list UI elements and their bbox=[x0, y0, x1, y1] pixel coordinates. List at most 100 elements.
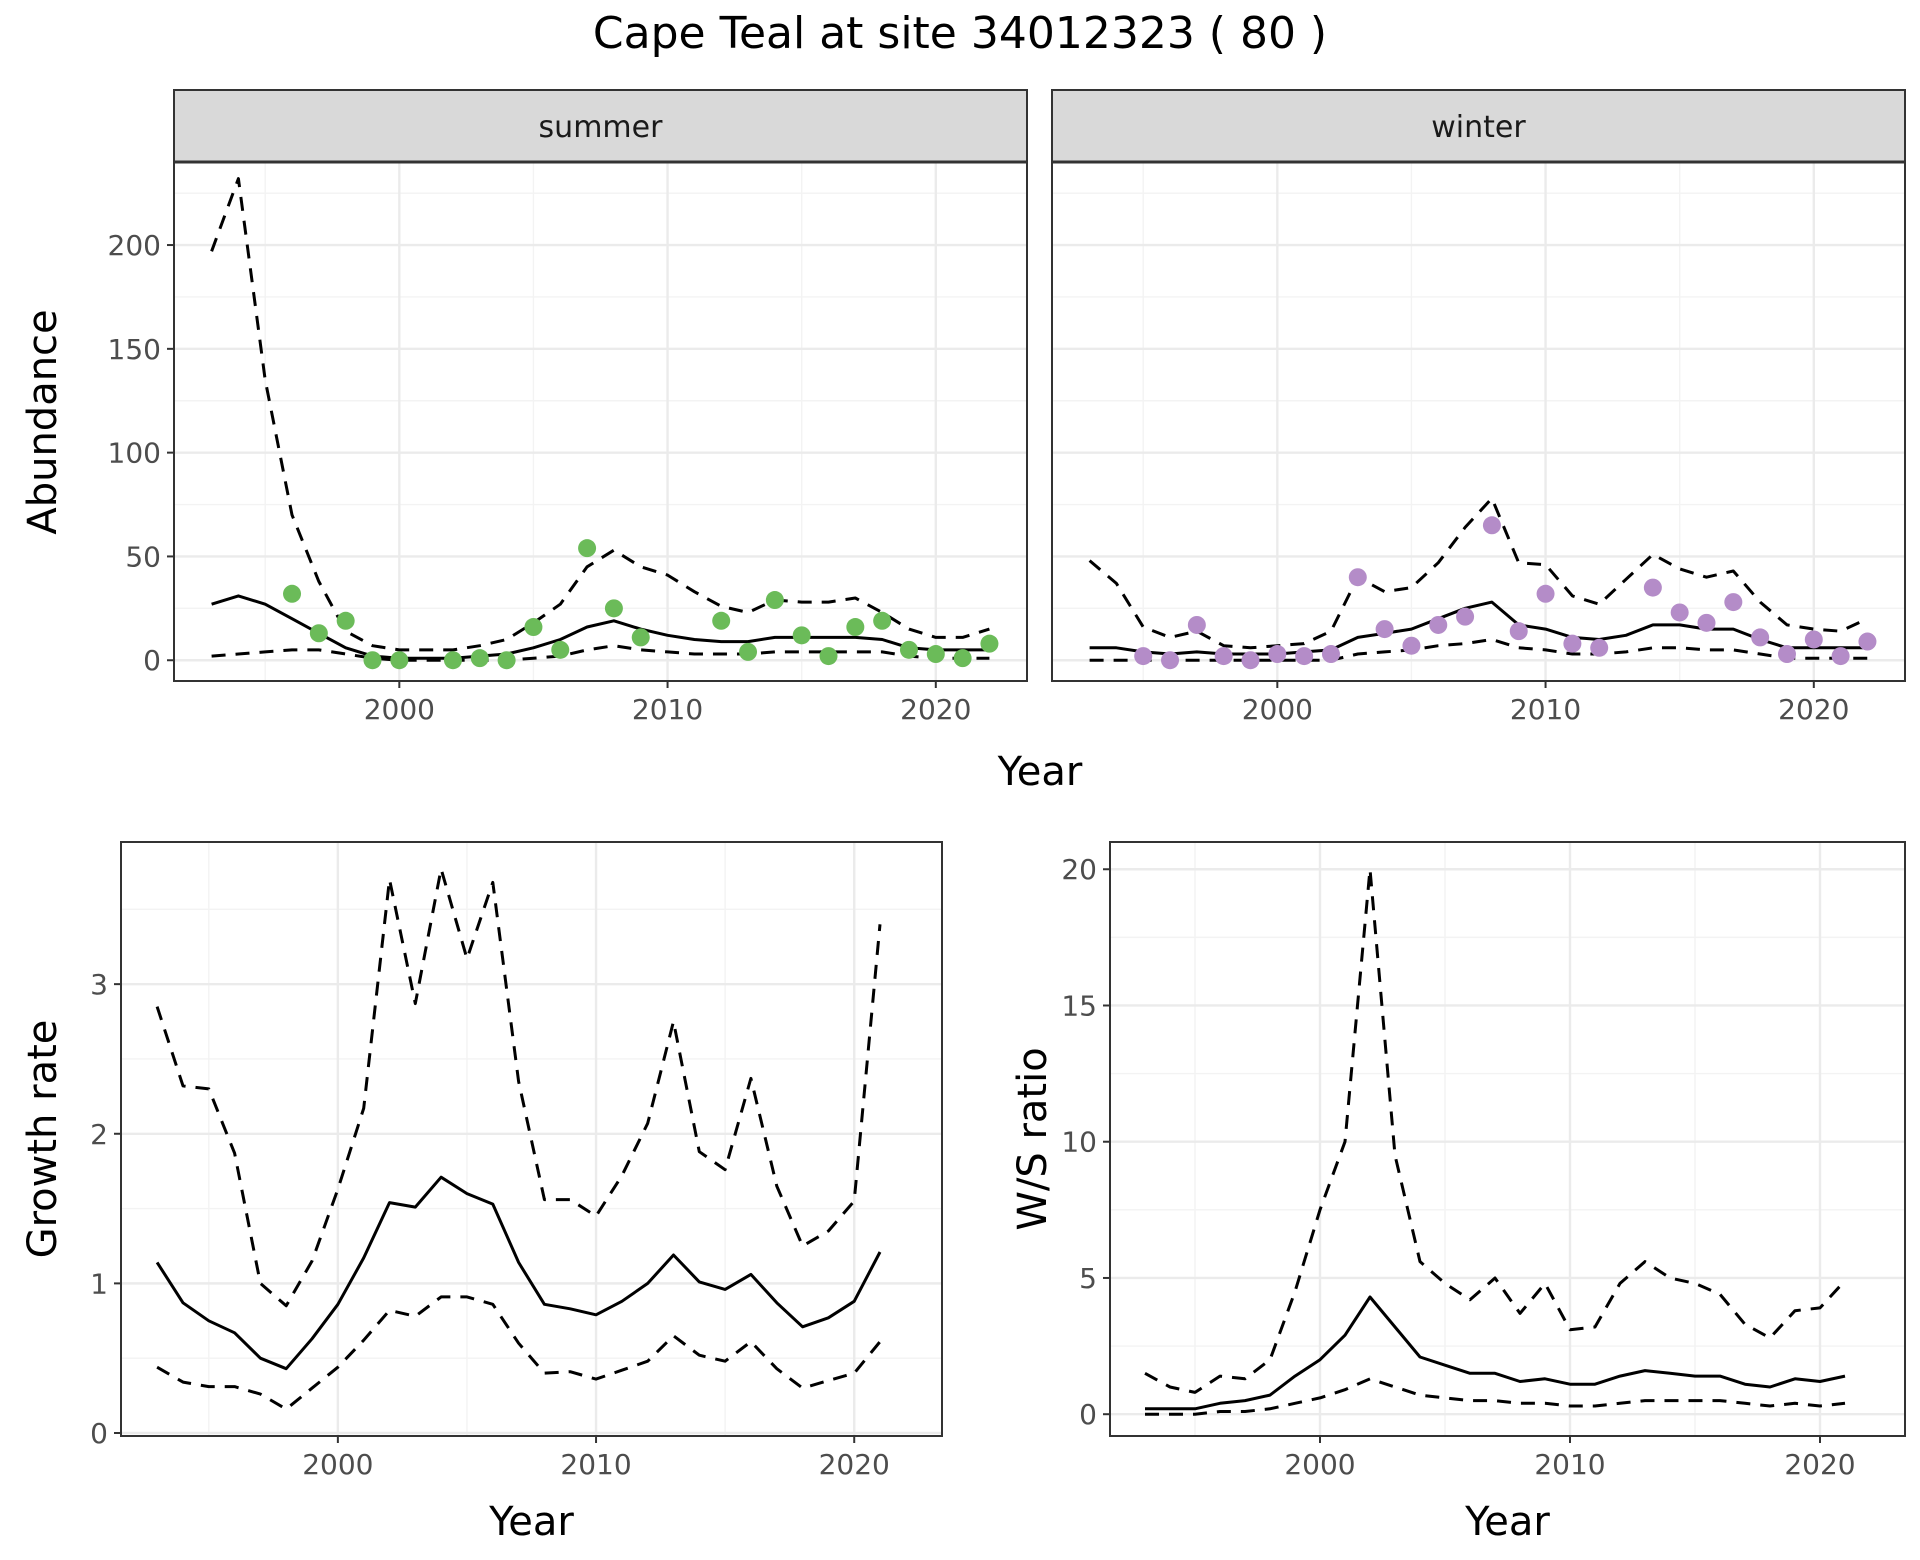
ws-ratio-y-axis-title: W/S ratio bbox=[1010, 1047, 1056, 1230]
abundance-summer-observed-point bbox=[390, 651, 409, 670]
abundance-y-axis-title: Abundance bbox=[20, 309, 66, 534]
abundance-summer-observed-point bbox=[712, 611, 731, 630]
abundance-summer-observed-point bbox=[283, 584, 302, 603]
abundance-summer-observed-point bbox=[631, 628, 650, 647]
abundance-winter-observed-point bbox=[1241, 651, 1260, 670]
abundance-summer-y-tick-label: 50 bbox=[125, 540, 161, 573]
abundance-winter-panel: 2000 2010 2020 bbox=[1051, 161, 1906, 726]
abundance-winter-observed-point bbox=[1670, 603, 1689, 622]
abundance-summer-strip bbox=[173, 89, 1028, 163]
ws-ratio-panel-border bbox=[1109, 841, 1906, 1437]
abundance-summer-observed-point bbox=[899, 640, 918, 659]
abundance-summer-y-tick-label: 200 bbox=[108, 229, 161, 262]
abundance-summer-observed-point bbox=[873, 611, 892, 630]
abundance-summer-y-tick-label: 150 bbox=[108, 333, 161, 366]
abundance-winter-observed-point bbox=[1214, 647, 1233, 666]
abundance-summer-observed-point bbox=[980, 634, 999, 653]
abundance-winter-observed-point bbox=[1509, 622, 1528, 641]
abundance-winter-observed-point bbox=[1375, 620, 1394, 639]
ws-ratio-panel: 2000 2010 2020 0 5 10 15 20 bbox=[1061, 841, 1906, 1481]
abundance-summer-y-tick-label: 100 bbox=[108, 437, 161, 470]
abundance-summer-upper-ci-line bbox=[210, 177, 990, 652]
abundance-summer-observed-point bbox=[765, 591, 784, 610]
ws-ratio-x-axis-title: Year bbox=[1464, 1499, 1550, 1545]
abundance-summer-observed-point bbox=[336, 611, 355, 630]
abundance-winter-observed-point bbox=[1348, 568, 1367, 587]
growth-upper-ci-line bbox=[155, 867, 882, 1308]
abundance-winter-strip-label: winter bbox=[1431, 110, 1526, 145]
abundance-winter-observed-point bbox=[1429, 615, 1448, 634]
growth-y-tick-label: 1 bbox=[90, 1267, 108, 1300]
abundance-summer-x-tick-label: 2000 bbox=[364, 693, 435, 726]
abundance-winter-x-tick-label: 2000 bbox=[1242, 693, 1313, 726]
abundance-summer-panel: 2000 2010 2020 0 50 100 150 200 bbox=[108, 161, 1028, 726]
abundance-winter-upper-ci-line bbox=[1088, 496, 1869, 650]
growth-panel: 2000 2010 2020 0 1 2 3 bbox=[90, 841, 943, 1481]
abundance-summer-observed-point bbox=[926, 645, 945, 664]
ws-ratio-y-tick-label: 20 bbox=[1061, 853, 1097, 886]
ws-ratio-x-tick-label: 2020 bbox=[1784, 1448, 1855, 1481]
abundance-summer-lower-ci-line bbox=[211, 644, 990, 662]
abundance-summer-x-tick-label: 2010 bbox=[632, 693, 703, 726]
ws-ratio-mean-line bbox=[1145, 1295, 1846, 1411]
ws-ratio-x-tick-label: 2010 bbox=[1534, 1448, 1605, 1481]
abundance-winter-observed-point bbox=[1643, 578, 1662, 597]
abundance-winter-panel-border bbox=[1051, 161, 1906, 682]
growth-y-tick-label: 0 bbox=[90, 1417, 108, 1450]
abundance-winter-observed-point bbox=[1751, 628, 1770, 647]
abundance-summer-observed-point bbox=[363, 651, 382, 670]
abundance-summer-observed-point bbox=[819, 647, 838, 666]
ws-ratio-x-tick-label: 2000 bbox=[1284, 1448, 1355, 1481]
abundance-summer-observed-point bbox=[443, 651, 462, 670]
ws-ratio-y-tick-label: 5 bbox=[1079, 1262, 1097, 1295]
abundance-winter-lower-ci-line bbox=[1089, 638, 1868, 662]
abundance-summer-y-tick-label: 0 bbox=[143, 644, 161, 677]
abundance-winter-observed-point bbox=[1321, 645, 1340, 664]
growth-panel-border bbox=[120, 841, 943, 1437]
abundance-summer-observed-point bbox=[739, 642, 758, 661]
abundance-winter-observed-point bbox=[1536, 584, 1555, 603]
abundance-winter-observed-point bbox=[1777, 645, 1796, 664]
growth-y-tick-label: 3 bbox=[90, 968, 108, 1001]
abundance-winter-observed-point bbox=[1697, 613, 1716, 632]
abundance-summer-observed-point bbox=[309, 624, 328, 643]
abundance-winter-observed-point bbox=[1456, 607, 1475, 626]
abundance-summer-observed-point bbox=[470, 649, 489, 668]
growth-mean-line bbox=[155, 1175, 882, 1371]
abundance-summer-x-tick-label: 2020 bbox=[900, 693, 971, 726]
abundance-x-axis-title: Year bbox=[997, 749, 1083, 795]
ws-ratio-upper-ci-line bbox=[1144, 867, 1847, 1394]
growth-x-tick-label: 2000 bbox=[302, 1448, 373, 1481]
abundance-winter-observed-point bbox=[1134, 647, 1153, 666]
chart-title: Cape Teal at site 34012323 ( 80 ) bbox=[593, 8, 1327, 59]
abundance-summer-observed-point bbox=[551, 640, 570, 659]
abundance-summer-panel-border bbox=[173, 161, 1028, 682]
abundance-winter-mean-line bbox=[1089, 600, 1868, 656]
abundance-summer-observed-point bbox=[792, 626, 811, 645]
growth-y-axis-title: Growth rate bbox=[20, 1020, 66, 1259]
abundance-summer-mean-line bbox=[211, 594, 990, 660]
abundance-summer-observed-point bbox=[578, 539, 597, 558]
abundance-summer-strip-label: summer bbox=[539, 110, 664, 145]
ws-ratio-y-tick-label: 0 bbox=[1079, 1398, 1097, 1431]
abundance-winter-observed-point bbox=[1187, 615, 1206, 634]
abundance-summer-observed-point bbox=[953, 649, 972, 668]
growth-lower-ci-line bbox=[156, 1295, 882, 1411]
abundance-winter-observed-point bbox=[1831, 647, 1850, 666]
abundance-winter-observed-point bbox=[1858, 632, 1877, 651]
abundance-winter-observed-point bbox=[1563, 634, 1582, 653]
abundance-winter-observed-point bbox=[1295, 647, 1314, 666]
ws-ratio-y-tick-label: 15 bbox=[1061, 989, 1097, 1022]
abundance-summer-observed-point bbox=[604, 599, 623, 618]
abundance-winter-observed-point bbox=[1482, 516, 1501, 535]
abundance-winter-strip bbox=[1051, 89, 1906, 163]
abundance-summer-observed-point bbox=[497, 651, 516, 670]
abundance-winter-observed-point bbox=[1724, 593, 1743, 612]
growth-x-tick-label: 2010 bbox=[560, 1448, 631, 1481]
abundance-winter-observed-point bbox=[1161, 651, 1180, 670]
abundance-winter-observed-point bbox=[1590, 638, 1609, 657]
abundance-summer-observed-point bbox=[846, 618, 865, 637]
abundance-summer-observed-point bbox=[524, 618, 543, 637]
abundance-winter-observed-point bbox=[1268, 645, 1287, 664]
